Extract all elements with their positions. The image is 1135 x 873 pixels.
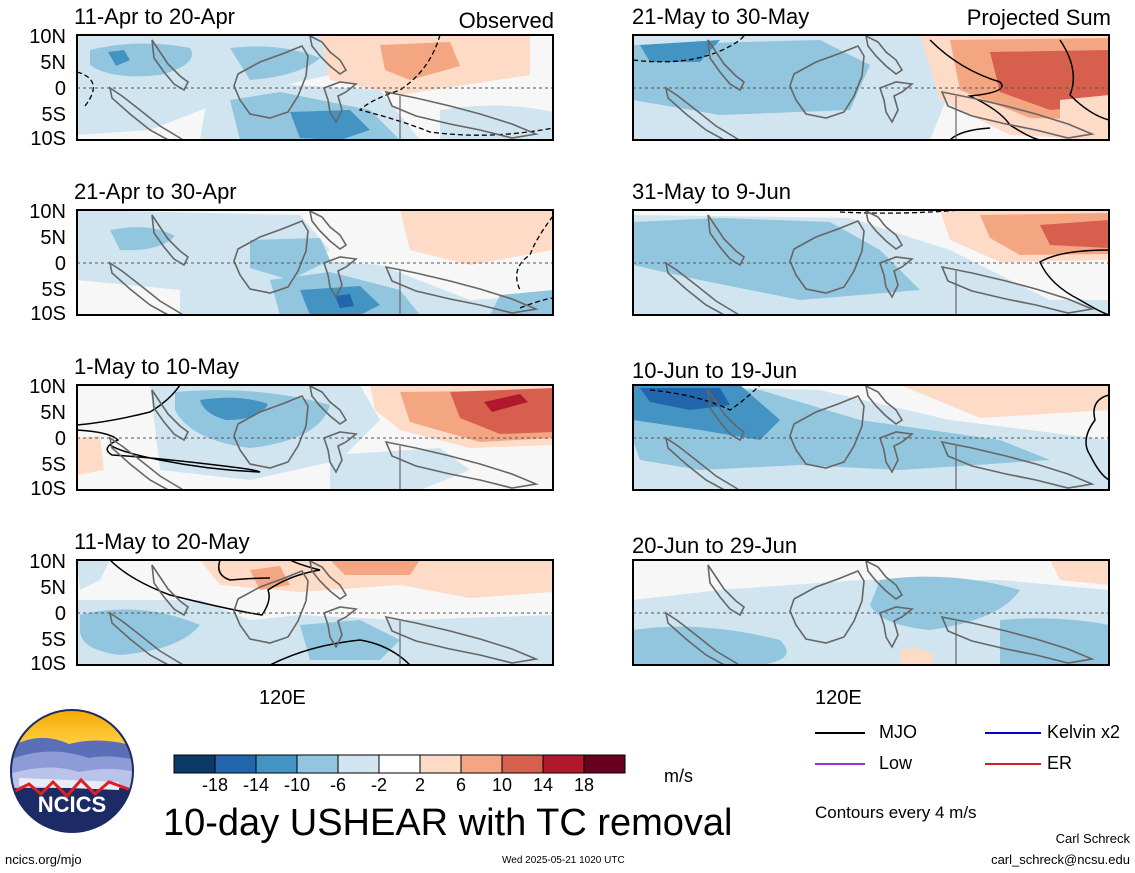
maps-svg [76, 34, 1110, 666]
y-tick-0: 0 [54, 78, 66, 100]
footer-timestamp: Wed 2025-05-21 1020 UTC [502, 855, 625, 866]
contour-note: Contours every 4 m/s [815, 803, 977, 822]
colorbar-tick-8: 10 [491, 775, 513, 795]
y-tick-5n: 5N [40, 577, 66, 599]
y-tick-10n: 10N [29, 551, 66, 573]
map-panel-left-2 [76, 209, 554, 316]
ncics-logo: NCICS [9, 708, 135, 834]
projected-sum-label: Projected Sum [966, 5, 1111, 30]
colorbar-swatch-8 [460, 754, 503, 774]
footer-url[interactable]: ncics.org/mjo [5, 852, 82, 867]
colorbar-swatch-4 [296, 754, 339, 774]
colorbar-tick-2: -14 [242, 775, 269, 795]
colorbar-tick-5: -2 [370, 775, 387, 795]
map-panel-right-4 [632, 559, 1110, 666]
footer-author: Carl Schreck [1055, 831, 1130, 846]
y-tick-0: 0 [54, 253, 66, 275]
panel-title-left-4: 11-May to 20-May [74, 529, 250, 554]
map-panel-right-3 [632, 384, 1110, 491]
y-tick-5n: 5N [40, 402, 66, 424]
legend-label-er: ER [1047, 753, 1073, 773]
y-tick-5n: 5N [40, 52, 66, 74]
footer-email[interactable]: carl_schreck@ncsu.edu [991, 852, 1130, 867]
map-panel-left-4 [76, 559, 554, 666]
colorbar-swatch-2 [214, 754, 257, 774]
colorbar-tick-4: -6 [329, 775, 346, 795]
map-panel-right-2 [632, 209, 1110, 316]
legend-label-mjo: MJO [879, 722, 917, 742]
colorbar-tick-10: 18 [573, 775, 595, 795]
map-panel-right-1 [632, 34, 1110, 141]
colorbar-swatch-11 [583, 754, 626, 774]
colorbar-tick-7: 6 [455, 775, 466, 795]
colorbar-units: m/s [664, 766, 693, 786]
y-tick-10s: 10S [30, 303, 66, 325]
colorbar-tick-3: -10 [283, 775, 310, 795]
colorbar-swatch-6 [378, 754, 421, 774]
colorbar-tick-1: -18 [201, 775, 228, 795]
y-tick-10n: 10N [29, 376, 66, 398]
legend-label-kelvin: Kelvin x2 [1047, 722, 1121, 742]
x-tick-120e-left: 120E [259, 687, 306, 709]
y-tick-5s: 5S [41, 454, 66, 476]
colorbar-swatch-5 [337, 754, 380, 774]
y-tick-10s: 10S [30, 128, 66, 150]
colorbar-swatch-10 [542, 754, 585, 774]
y-tick-5s: 5S [41, 104, 66, 126]
legend-line-kelvin [985, 732, 1041, 734]
y-tick-5s: 5S [41, 279, 66, 301]
main-title: 10-day USHEAR with TC removal [163, 802, 733, 844]
y-tick-5s: 5S [41, 629, 66, 651]
y-tick-10n: 10N [29, 201, 66, 223]
wave-legend: MJO Kelvin x2 Low ER [815, 722, 1135, 782]
colorbar-swatch-7 [419, 754, 462, 774]
y-tick-5n: 5N [40, 227, 66, 249]
panel-title-right-1: 21-May to 30-May [632, 4, 810, 29]
legend-line-low [815, 763, 865, 765]
colorbar-swatch-3 [255, 754, 298, 774]
legend-line-mjo [815, 732, 865, 734]
logo-graphic: NCICS [10, 709, 134, 833]
colorbar-swatch-1 [173, 754, 216, 774]
panel-title-right-2: 31-May to 9-Jun [632, 179, 791, 204]
panel-title-left-1: 11-Apr to 20-Apr [74, 4, 236, 29]
map-panel-left-1 [76, 34, 554, 141]
panel-title-left-3: 1-May to 10-May [74, 354, 240, 379]
map-panel-left-3 [76, 384, 554, 491]
panel-title-right-4: 20-Jun to 29-Jun [632, 533, 798, 558]
colorbar-tick-6: 2 [414, 775, 425, 795]
legend-line-er [985, 763, 1041, 765]
y-tick-0: 0 [54, 428, 66, 450]
logo-text: NCICS [38, 792, 106, 817]
y-tick-0: 0 [54, 603, 66, 625]
y-tick-10s: 10S [30, 478, 66, 500]
x-tick-120e-right: 120E [815, 687, 862, 709]
y-tick-10s: 10S [30, 653, 66, 675]
colorbar-swatch-9 [501, 754, 544, 774]
colorbar-tick-9: 14 [532, 775, 554, 795]
y-tick-10n: 10N [29, 26, 66, 48]
observed-label: Observed [458, 8, 554, 33]
legend-label-low: Low [879, 753, 913, 773]
colorbar-swatches [173, 754, 626, 774]
panel-title-left-2: 21-Apr to 30-Apr [74, 179, 237, 204]
colorbar [173, 754, 627, 774]
panel-title-right-3: 10-Jun to 19-Jun [632, 358, 798, 383]
